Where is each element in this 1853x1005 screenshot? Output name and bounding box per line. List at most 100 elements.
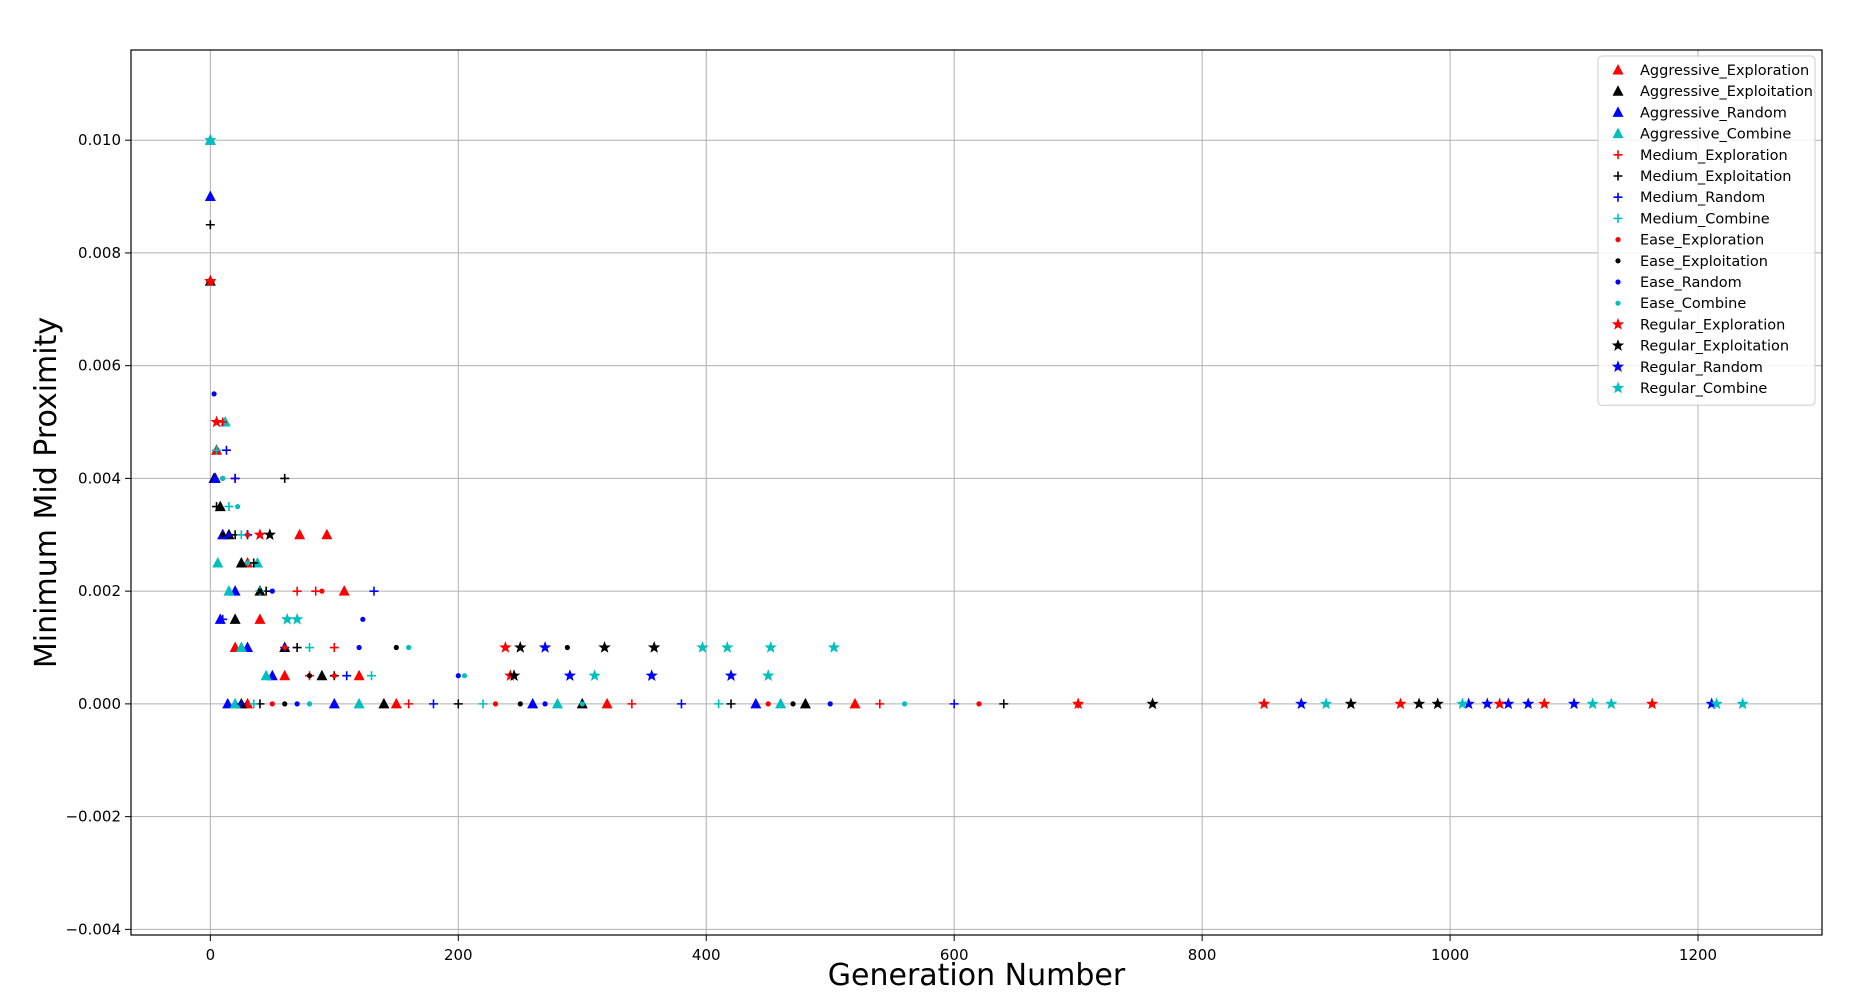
data-point (1605, 697, 1618, 710)
legend-label: Ease_Exploration (1640, 233, 1764, 249)
series-aggressive-random (204, 190, 762, 709)
grid-lines (131, 50, 1822, 935)
data-point (260, 669, 272, 681)
legend-marker (1615, 258, 1621, 264)
series-regular-exploitation (263, 528, 1444, 710)
data-point (598, 641, 611, 653)
x-axis-title: Generation Number (828, 958, 1126, 993)
data-point (253, 528, 267, 541)
data-point (790, 701, 796, 707)
data-point (360, 616, 366, 622)
data-point (257, 588, 263, 594)
legend-label: Regular_Exploration (1640, 317, 1785, 333)
legend-marker (1615, 237, 1621, 243)
data-point (647, 641, 661, 653)
data-point (353, 669, 365, 681)
legend-marker (1612, 64, 1624, 75)
data-point (775, 697, 787, 709)
x-tick-label: 800 (1188, 946, 1217, 964)
data-point (1146, 697, 1159, 710)
series-aggressive-combine (204, 134, 787, 709)
legend-marker (1611, 339, 1625, 351)
data-point (282, 701, 288, 707)
data-point (499, 641, 512, 653)
legend-marker (1615, 300, 1621, 306)
data-point (282, 644, 288, 651)
data-point (564, 644, 570, 651)
series-medium-exploitation (205, 220, 1009, 709)
data-point (542, 701, 548, 707)
data-point (292, 586, 302, 596)
data-point (406, 644, 412, 651)
data-point (269, 701, 275, 707)
data-point (901, 701, 908, 707)
data-point (1493, 697, 1506, 710)
data-point (220, 475, 226, 482)
data-point (579, 701, 585, 707)
legend-label: Medium_Exploitation (1640, 169, 1791, 185)
data-point (244, 532, 251, 538)
data-point (249, 558, 259, 568)
data-point (204, 274, 217, 287)
data-point (356, 644, 362, 651)
legend-item: Regular_Combine (1611, 381, 1767, 397)
data-point (294, 701, 300, 707)
data-point (478, 699, 488, 709)
data-point (319, 588, 325, 594)
data-point (205, 220, 215, 230)
data-point (1538, 697, 1551, 710)
data-point (1394, 697, 1407, 710)
data-point (428, 699, 438, 709)
x-tick-label: 600 (940, 946, 969, 964)
data-point (390, 697, 402, 709)
legend-marker (1613, 192, 1623, 202)
data-point (249, 699, 259, 709)
data-point (875, 699, 885, 709)
data-point (645, 669, 658, 681)
data-point (461, 673, 468, 679)
data-point (204, 133, 217, 146)
legend-marker (1612, 127, 1624, 139)
y-tick-label: 0.004 (78, 469, 121, 487)
data-point (279, 669, 291, 681)
data-point (236, 699, 246, 709)
data-point (1736, 697, 1749, 710)
data-point (367, 671, 377, 681)
legend-label: Regular_Combine (1640, 381, 1767, 397)
data-point (353, 697, 365, 709)
legend-item: Aggressive_Exploitation (1612, 84, 1813, 100)
series-aggressive-exploration (204, 134, 861, 709)
y-tick-label: 0.010 (78, 131, 121, 149)
legend-label: Medium_Random (1640, 190, 1765, 206)
legend-marker (1612, 106, 1624, 117)
data-point (212, 502, 222, 512)
data-point (1462, 697, 1475, 710)
data-point (294, 528, 306, 540)
series-medium-combine (212, 445, 724, 709)
data-point (222, 697, 234, 709)
data-point (1481, 697, 1494, 710)
data-point (311, 586, 321, 596)
data-point (338, 585, 350, 596)
legend-label: Ease_Combine (1640, 296, 1746, 312)
data-point (235, 503, 241, 510)
data-point (514, 641, 527, 653)
data-point (280, 473, 290, 483)
data-point (292, 643, 302, 653)
y-tick-label: 0.002 (78, 582, 121, 600)
data-point (211, 391, 217, 397)
data-point (212, 556, 224, 568)
legend-box (1597, 55, 1816, 406)
series-ease-combine (220, 475, 908, 707)
y-tick-label: −0.002 (65, 808, 121, 826)
legend-item: Medium_Exploration (1613, 148, 1788, 164)
data-point (281, 612, 294, 625)
data-point (378, 697, 390, 709)
legend-item: Aggressive_Exploration (1612, 63, 1809, 79)
data-point (750, 697, 762, 709)
data-point (244, 560, 251, 566)
data-point (235, 556, 247, 568)
data-point (305, 643, 315, 653)
data-point (765, 701, 771, 707)
